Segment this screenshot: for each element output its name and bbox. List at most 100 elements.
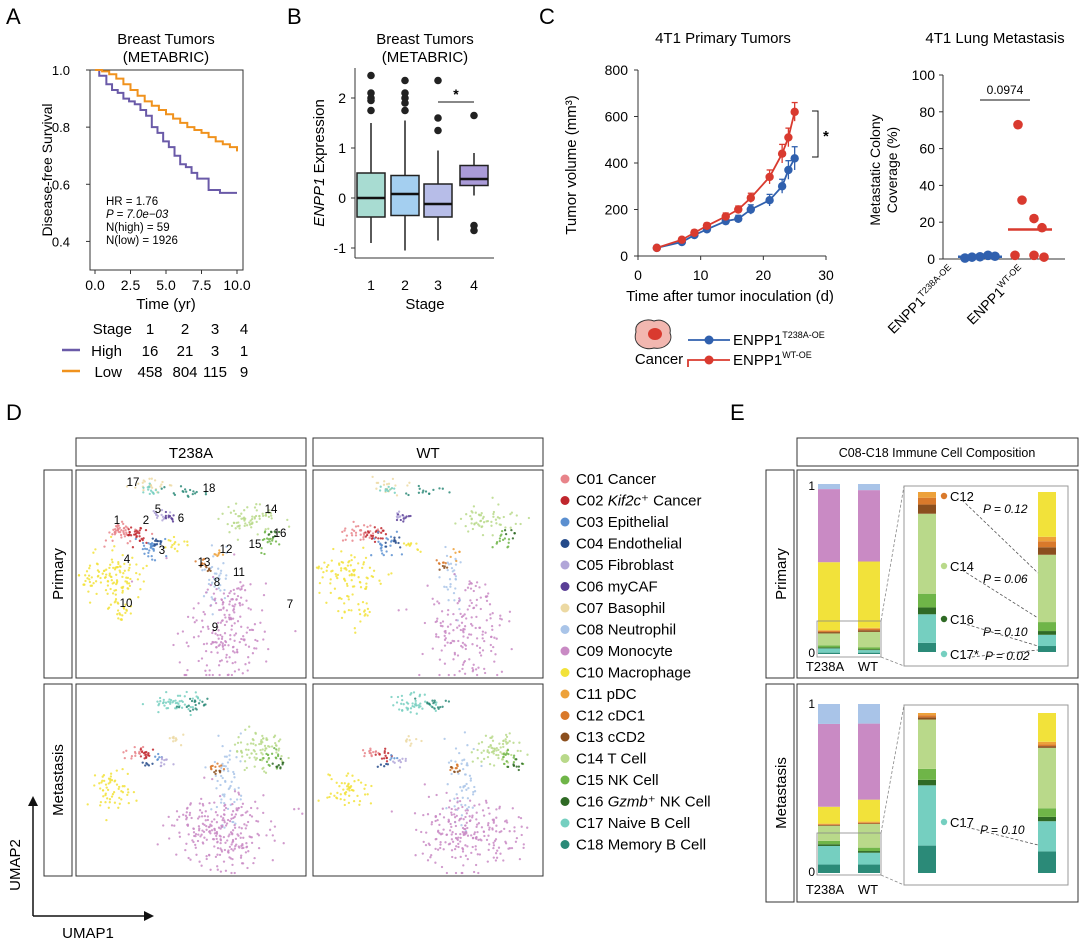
umap-point-c10 xyxy=(361,600,365,604)
umap-point-c10 xyxy=(113,545,116,548)
zoom-metastasis-wt-c14 xyxy=(1038,747,1056,809)
umap-point-c09 xyxy=(464,854,468,857)
umap-point-c08 xyxy=(219,783,222,787)
umap-point-c17 xyxy=(387,485,390,489)
umap-point-c09 xyxy=(450,849,454,852)
umap-point-c10 xyxy=(332,547,335,551)
legend-celltype: Monocyte xyxy=(608,643,673,660)
panel-e-xtick: T238A xyxy=(806,659,845,674)
umap-point-c10 xyxy=(86,803,89,806)
umap-point-c09 xyxy=(500,670,504,673)
risk-table-cell: 115 xyxy=(203,364,227,381)
umap-point-c14 xyxy=(518,741,521,744)
umap-point-c17 xyxy=(410,692,413,695)
umap-point-c14 xyxy=(508,732,511,735)
legend-celltype: cDC1 xyxy=(608,708,646,725)
umap-point-c09 xyxy=(240,844,243,848)
umap-point-c09 xyxy=(239,588,242,591)
umap-point-c06 xyxy=(399,518,402,522)
umap-point-c16 xyxy=(520,762,524,765)
umap-point-c09 xyxy=(186,668,189,672)
umap-point-c10 xyxy=(183,540,186,543)
growth-point xyxy=(765,196,774,205)
umap-point-c03 xyxy=(145,547,149,551)
umap-point-c10 xyxy=(107,782,110,785)
umap-point-c08 xyxy=(239,794,243,797)
umap-point-c09 xyxy=(487,806,490,810)
legend-swatch-c18 xyxy=(560,840,570,849)
umap-point-c10 xyxy=(350,609,353,612)
legend-code: C06 xyxy=(576,579,608,596)
umap-point-c10 xyxy=(353,780,356,783)
umap-point-c14 xyxy=(260,751,263,755)
umap-point-c10 xyxy=(362,546,365,549)
legend-code: C18 xyxy=(576,837,608,854)
umap-point-c10 xyxy=(365,582,368,585)
umap-point-c04 xyxy=(145,762,148,765)
umap-point-c07 xyxy=(134,486,137,489)
umap-point-c14 xyxy=(270,745,274,748)
umap-point-c08 xyxy=(444,545,447,549)
umap-point-c14 xyxy=(492,752,495,755)
growth-line-wt xyxy=(656,111,796,249)
umap-point-c09 xyxy=(474,863,478,867)
umap-point-c09 xyxy=(474,626,477,630)
umap-point-c09 xyxy=(214,640,217,644)
umap-point-c14 xyxy=(264,514,267,517)
panel-c-right-xtick-sup: WT-OE xyxy=(995,262,1023,290)
umap-point-c03 xyxy=(376,531,380,534)
umap-point-c10 xyxy=(350,579,353,582)
umap-point-c09 xyxy=(230,673,234,677)
growth-point xyxy=(784,133,793,142)
umap-point-c07 xyxy=(161,480,164,484)
umap-point-c09 xyxy=(223,848,227,852)
umap-point-c08 xyxy=(211,581,214,584)
umap-point-c09 xyxy=(487,848,490,852)
umap-point-c01 xyxy=(125,749,128,752)
umap-point-c08 xyxy=(467,805,470,809)
umap-point-c09 xyxy=(242,836,245,839)
umap-point-c09 xyxy=(268,828,272,831)
umap-point-c08 xyxy=(232,820,235,824)
umap-point-c18 xyxy=(417,484,420,488)
umap-point-c09 xyxy=(262,811,265,815)
umap-point-c08 xyxy=(224,577,227,580)
umap-point-c09 xyxy=(435,793,438,797)
umap-point-c15 xyxy=(263,537,266,541)
umap-point-c17 xyxy=(405,701,409,704)
umap-point-c09 xyxy=(206,588,209,591)
umap-point-c09 xyxy=(495,637,498,640)
panel-a-ytick: 1.0 xyxy=(52,63,70,78)
umap-point-c10 xyxy=(95,592,98,596)
umap-point-c14 xyxy=(243,768,246,772)
panel-d-col-header-box xyxy=(312,437,544,467)
umap-point-c10 xyxy=(109,535,113,539)
umap-point-c02 xyxy=(131,546,135,549)
umap-point-c09 xyxy=(487,821,490,825)
umap-point-c09 xyxy=(426,813,430,816)
umap-point-c09 xyxy=(246,866,249,870)
umap-point-c12 xyxy=(216,762,219,765)
risk-table-row-name: Low xyxy=(94,364,122,381)
umap-point-c09 xyxy=(499,852,502,855)
panel-b-xlabel: Stage xyxy=(405,296,444,313)
box-outlier xyxy=(401,89,409,97)
bar-primary-t238a-c18 xyxy=(818,652,840,654)
umap-point-c09 xyxy=(453,813,456,816)
legend-label-c13: C13 cCD2 xyxy=(576,729,645,746)
umap-point-c09 xyxy=(460,621,464,624)
umap-point-c09 xyxy=(237,791,240,794)
umap-point-c09 xyxy=(205,857,208,861)
umap-point-c09 xyxy=(231,661,234,665)
umap-point-c09 xyxy=(472,589,475,593)
umap-point-c09 xyxy=(463,659,467,663)
growth-point xyxy=(734,214,743,223)
legend-code: C12 xyxy=(576,708,608,725)
umap2-label: UMAP2 xyxy=(7,839,24,891)
umap-point-c18 xyxy=(173,493,177,497)
umap-point-c07 xyxy=(408,739,411,742)
umap-point-c18 xyxy=(188,697,192,701)
km-curve-low xyxy=(95,69,238,152)
umap-point-c10 xyxy=(174,540,177,544)
legend-celltype: Basophil xyxy=(608,600,666,617)
